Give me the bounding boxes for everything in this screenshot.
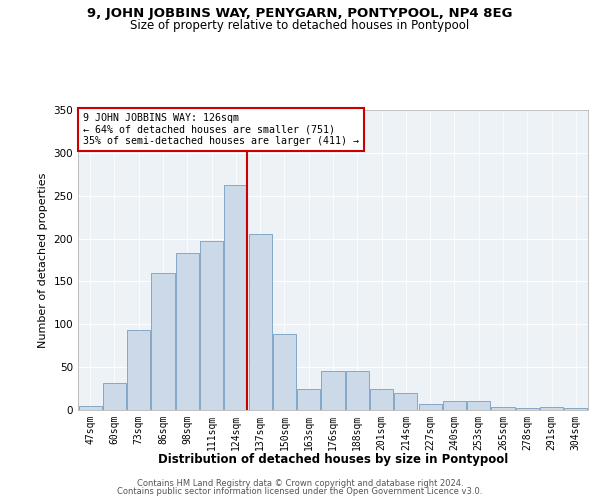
Bar	[467, 402, 490, 410]
Bar	[370, 390, 393, 410]
Bar	[322, 370, 344, 410]
Bar	[79, 406, 101, 410]
Text: Distribution of detached houses by size in Pontypool: Distribution of detached houses by size …	[158, 452, 508, 466]
Bar	[151, 273, 175, 410]
Bar	[516, 408, 539, 410]
Bar	[248, 234, 272, 410]
Bar	[346, 372, 369, 410]
Bar	[297, 390, 320, 410]
Text: Contains HM Land Registry data © Crown copyright and database right 2024.: Contains HM Land Registry data © Crown c…	[137, 478, 463, 488]
Bar	[103, 384, 126, 410]
Text: 9, JOHN JOBBINS WAY, PENYGARN, PONTYPOOL, NP4 8EG: 9, JOHN JOBBINS WAY, PENYGARN, PONTYPOOL…	[87, 8, 513, 20]
Bar	[443, 402, 466, 410]
Bar	[200, 241, 223, 410]
Text: Size of property relative to detached houses in Pontypool: Size of property relative to detached ho…	[130, 19, 470, 32]
Bar	[273, 334, 296, 410]
Bar	[394, 393, 418, 410]
Bar	[224, 184, 247, 410]
Bar	[419, 404, 442, 410]
Text: Contains public sector information licensed under the Open Government Licence v3: Contains public sector information licen…	[118, 487, 482, 496]
Bar	[176, 253, 199, 410]
Y-axis label: Number of detached properties: Number of detached properties	[38, 172, 48, 348]
Text: 9 JOHN JOBBINS WAY: 126sqm
← 64% of detached houses are smaller (751)
35% of sem: 9 JOHN JOBBINS WAY: 126sqm ← 64% of deta…	[83, 113, 359, 146]
Bar	[491, 406, 515, 410]
Bar	[127, 330, 150, 410]
Bar	[565, 408, 587, 410]
Bar	[540, 408, 563, 410]
